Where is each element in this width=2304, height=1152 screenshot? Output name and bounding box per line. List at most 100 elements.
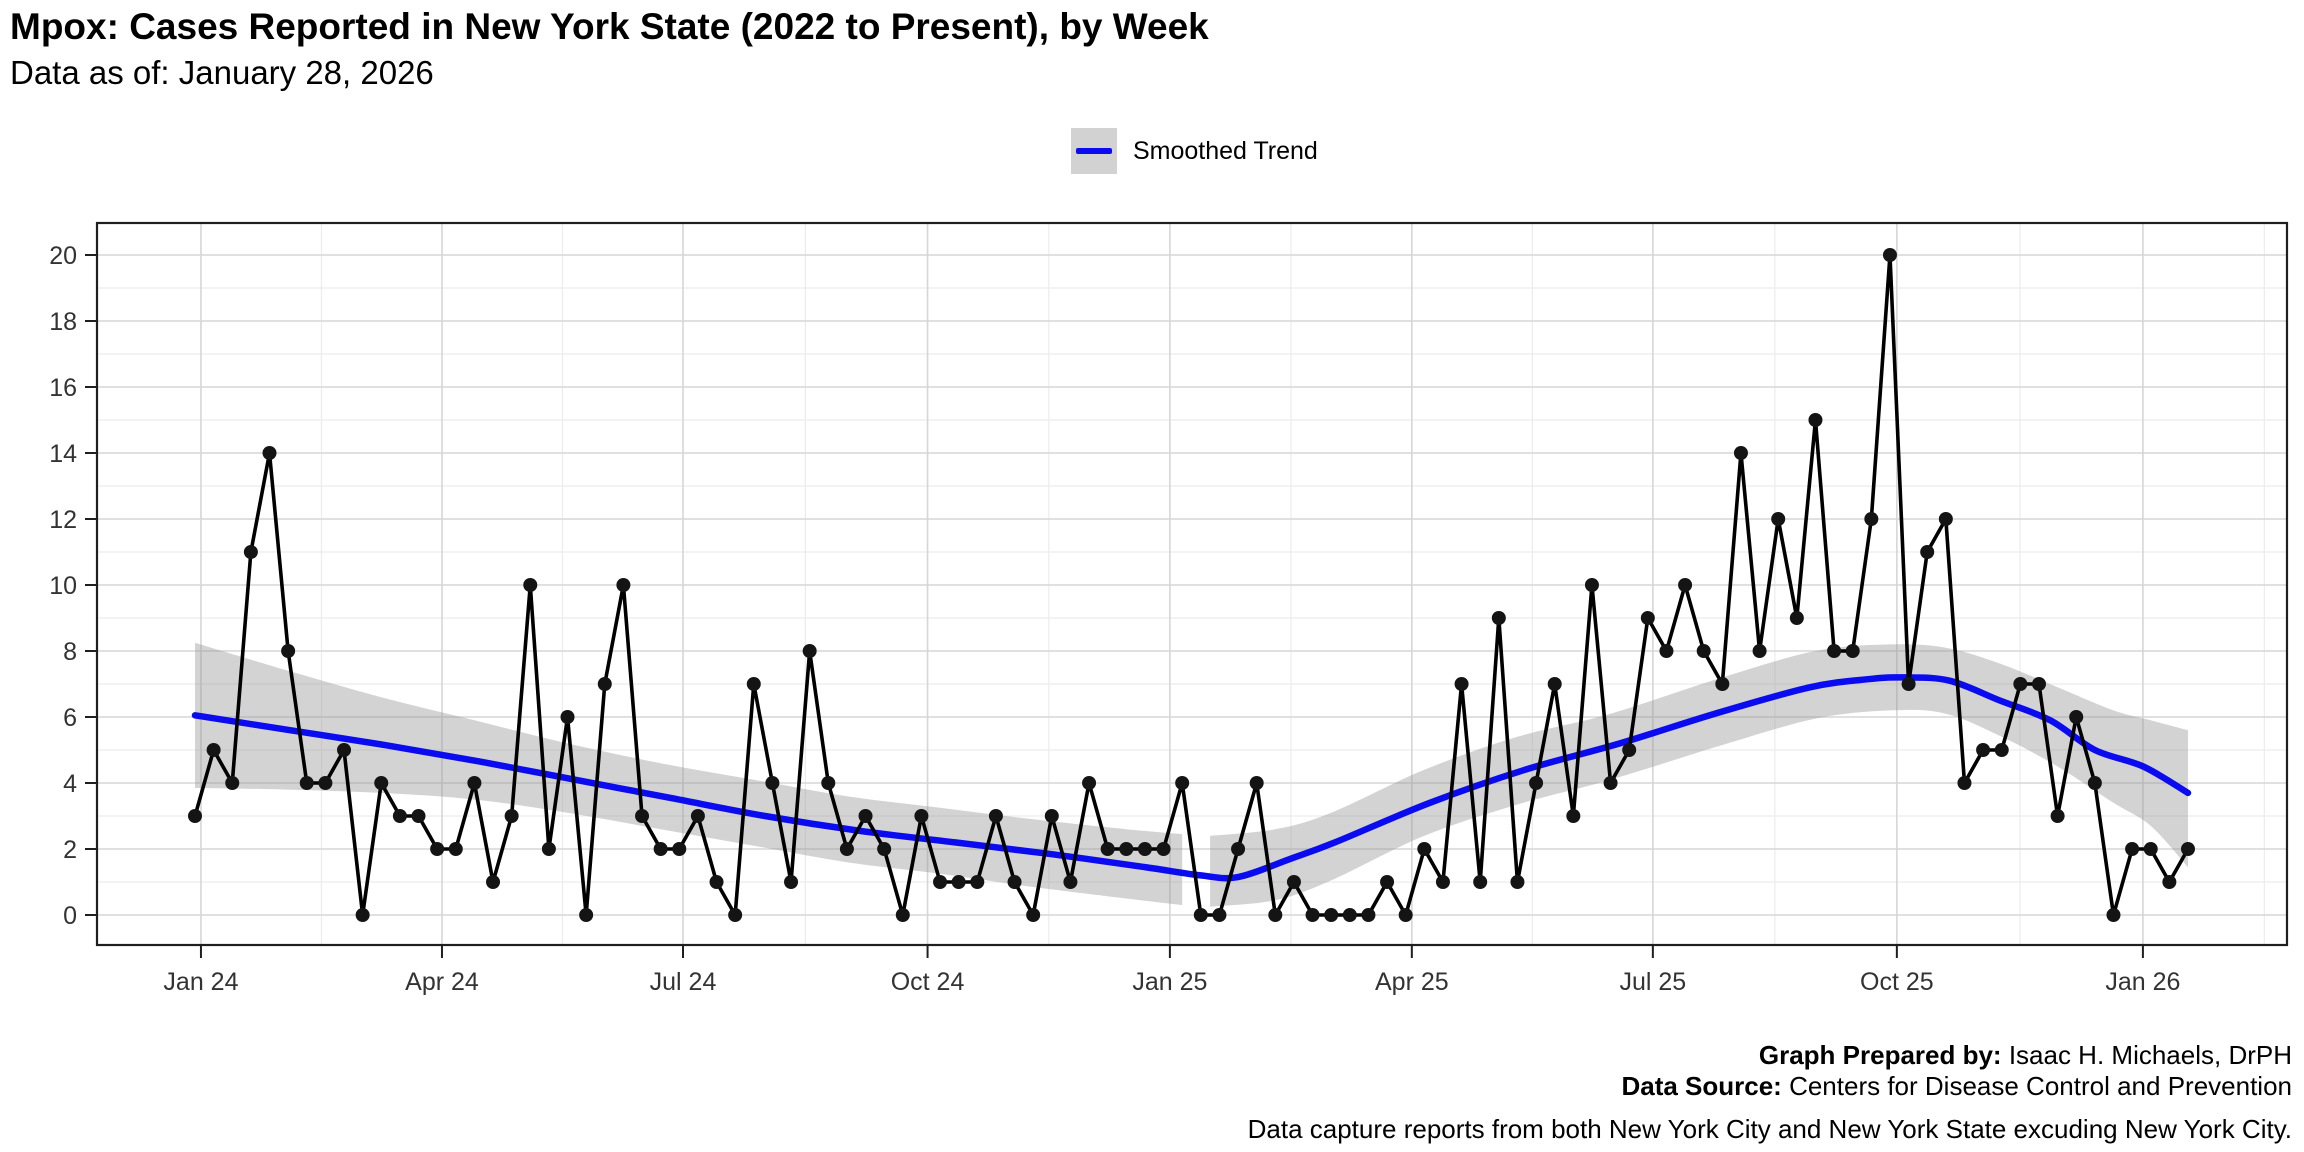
chart-title: Mpox: Cases Reported in New York State (…: [10, 6, 1209, 47]
y-tick-label: 12: [49, 506, 77, 534]
data-point: [1976, 743, 1991, 757]
data-point: [802, 644, 817, 658]
data-point: [374, 776, 389, 790]
data-point: [1771, 512, 1786, 526]
data-point: [299, 776, 314, 790]
plot-panel: [97, 223, 2287, 945]
y-tick-label: 20: [49, 242, 77, 270]
data-point: [504, 809, 519, 823]
data-point: [1454, 677, 1469, 691]
y-tick-label: 14: [49, 440, 77, 468]
y-tick-label: 4: [63, 770, 77, 798]
y-tick-label: 18: [49, 308, 77, 336]
data-point: [988, 809, 1003, 823]
data-point: [523, 578, 538, 592]
y-tick-label: 6: [63, 704, 77, 732]
data-point: [430, 842, 445, 856]
data-point: [392, 809, 407, 823]
data-point: [1435, 875, 1450, 889]
data-point: [355, 908, 370, 922]
data-point: [2125, 842, 2140, 856]
data-point: [1715, 677, 1730, 691]
data-point: [1119, 842, 1134, 856]
data-point: [2013, 677, 2028, 691]
x-tick-label: Oct 24: [891, 968, 965, 996]
data-point: [2087, 776, 2102, 790]
data-point: [1044, 809, 1059, 823]
data-point: [1342, 908, 1357, 922]
data-point: [970, 875, 985, 889]
data-point: [1398, 908, 1413, 922]
data-point: [1864, 512, 1879, 526]
data-point: [1678, 578, 1693, 592]
data-point: [2031, 677, 2046, 691]
data-point: [839, 842, 854, 856]
x-tick-label: Jul 25: [1619, 968, 1686, 996]
x-tick-label: Apr 25: [1375, 968, 1449, 996]
data-point: [1324, 908, 1339, 922]
data-point: [1622, 743, 1637, 757]
data-point: [1231, 842, 1246, 856]
data-point: [1193, 908, 1208, 922]
data-point: [951, 875, 966, 889]
x-tick-label: Jan 24: [163, 968, 238, 996]
data-point: [1491, 611, 1506, 625]
data-point: [1901, 677, 1916, 691]
data-point: [1156, 842, 1171, 856]
data-point: [206, 743, 221, 757]
data-point: [1510, 875, 1525, 889]
data-point: [1994, 743, 2009, 757]
data-point: [1808, 413, 1823, 427]
data-point: [672, 842, 687, 856]
data-point: [616, 578, 631, 592]
data-point: [1827, 644, 1842, 658]
x-tick-label: Jul 24: [650, 968, 717, 996]
data-point: [1380, 875, 1395, 889]
data-point: [1026, 908, 1041, 922]
data-point: [746, 677, 761, 691]
x-tick-label: Apr 24: [405, 968, 479, 996]
data-point: [188, 809, 202, 823]
y-tick-label: 8: [63, 638, 77, 666]
data-point: [1212, 908, 1227, 922]
data-point: [858, 809, 873, 823]
data-point: [560, 710, 575, 724]
data-point: [1752, 644, 1767, 658]
data-point: [1938, 512, 1953, 526]
data-point: [318, 776, 333, 790]
data-point: [1845, 644, 1860, 658]
data-point: [597, 677, 612, 691]
data-point: [635, 809, 650, 823]
data-series-line: [193, 253, 2190, 917]
data-point: [1733, 446, 1748, 460]
data-point: [1082, 776, 1097, 790]
data-point: [1417, 842, 1432, 856]
data-point: [933, 875, 948, 889]
confidence-ribbon: [1210, 644, 2188, 907]
data-point: [2162, 875, 2177, 889]
x-tick-label: Jan 25: [1132, 968, 1207, 996]
data-point: [1361, 908, 1376, 922]
data-point: [1603, 776, 1618, 790]
data-point: [281, 644, 296, 658]
data-point: [1063, 875, 1078, 889]
data-source-label: Data Source:: [1621, 1071, 1782, 1101]
data-point: [1696, 644, 1711, 658]
legend-label: Smoothed Trend: [1133, 136, 1318, 165]
data-point: [2143, 842, 2158, 856]
data-point: [1659, 644, 1674, 658]
y-tick-label: 2: [63, 836, 77, 864]
data-point: [2180, 842, 2195, 856]
data-point: [1529, 776, 1544, 790]
data-point: [2106, 908, 2121, 922]
data-point: [1268, 908, 1283, 922]
data-point: [1473, 875, 1488, 889]
data-point: [914, 809, 929, 823]
data-point: [1007, 875, 1022, 889]
data-point: [877, 842, 892, 856]
data-point: [1566, 809, 1581, 823]
data-point: [2069, 710, 2084, 724]
data-point: [728, 908, 743, 922]
data-point: [411, 809, 426, 823]
